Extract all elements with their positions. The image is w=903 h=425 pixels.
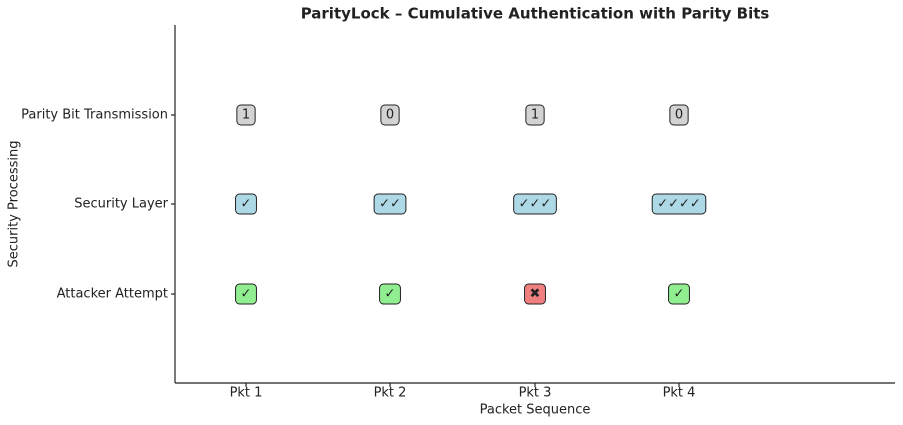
cell-text: 1 <box>242 108 250 123</box>
y-tick-label: Parity Bit Transmission <box>21 108 168 123</box>
cell-text: ✓ <box>674 287 685 302</box>
cell: 0 <box>380 104 400 126</box>
cell-text: ✖ <box>530 287 541 302</box>
x-tick-label: Pkt 3 <box>519 386 552 401</box>
cell: ✓ <box>379 283 401 305</box>
cell: 1 <box>525 104 545 126</box>
cell-box <box>513 193 557 215</box>
cell: ✓ <box>235 193 257 215</box>
cell-text: ✓ <box>385 287 396 302</box>
cell: ✓✓✓✓ <box>651 193 707 215</box>
cell-box <box>524 283 546 305</box>
cell-box <box>373 193 407 215</box>
cell: ✓✓ <box>373 193 407 215</box>
x-tick-label: Pkt 4 <box>663 386 696 401</box>
y-tick-label: Security Layer <box>74 197 168 212</box>
x-tick-label: Pkt 2 <box>374 386 407 401</box>
cell-text: ✓✓✓✓ <box>657 197 701 212</box>
cell-box <box>525 104 545 126</box>
cell-text: ✓✓✓ <box>519 197 552 212</box>
cell-box <box>235 193 257 215</box>
cell-box <box>236 104 256 126</box>
x-tick-label: Pkt 1 <box>230 386 263 401</box>
cell-text: ✓✓ <box>379 197 401 212</box>
cell-text: 0 <box>675 108 683 123</box>
y-axis-label: Security Processing <box>7 141 22 268</box>
cell: ✖ <box>524 283 546 305</box>
cell: ✓✓✓ <box>513 193 557 215</box>
cell-box <box>235 283 257 305</box>
cell-box <box>379 283 401 305</box>
cell-box <box>651 193 707 215</box>
cell-box <box>380 104 400 126</box>
cell-text: ✓ <box>241 197 252 212</box>
x-axis-label: Packet Sequence <box>480 403 591 418</box>
cell: 1 <box>236 104 256 126</box>
cell-text: 1 <box>531 108 539 123</box>
cell-box <box>668 283 690 305</box>
cell-text: 0 <box>386 108 394 123</box>
y-tick-label: Attacker Attempt <box>57 287 168 302</box>
cell: ✓ <box>668 283 690 305</box>
cell-text: ✓ <box>241 287 252 302</box>
cell: ✓ <box>235 283 257 305</box>
cell: 0 <box>669 104 689 126</box>
cell-box <box>669 104 689 126</box>
title: ParityLock – Cumulative Authentication w… <box>301 5 770 23</box>
